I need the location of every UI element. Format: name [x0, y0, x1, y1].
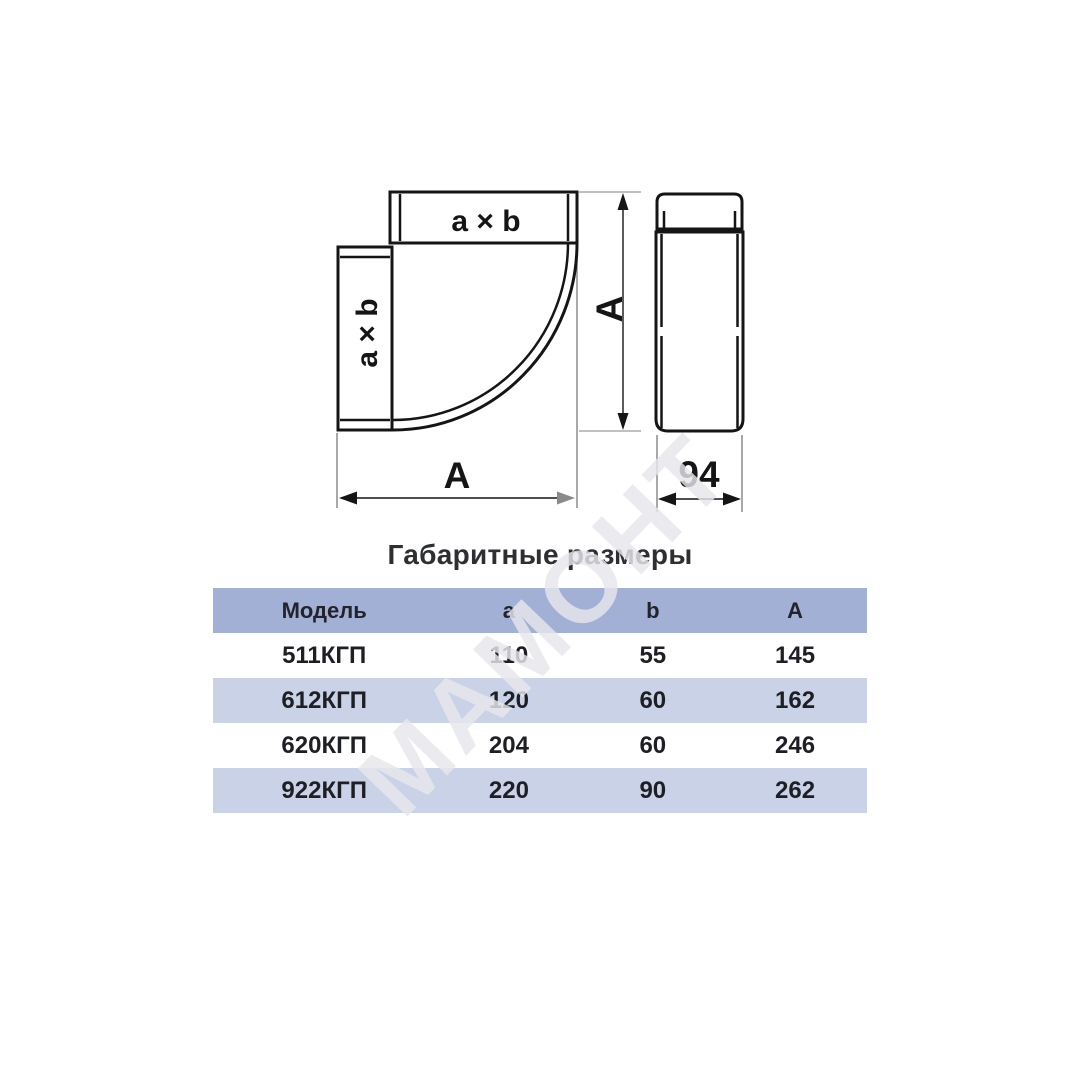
table-cell: 922КГП [281, 777, 367, 804]
horizontal-duct-label: a × b [451, 205, 520, 238]
table-cell: 262 [775, 777, 816, 804]
table-row: 922КГП 220 90 262 [213, 768, 867, 813]
elbow-inner-arc [392, 242, 570, 422]
depth-dimension: 94 [656, 435, 743, 512]
table-cell: 120 [488, 687, 529, 714]
side-body [654, 230, 745, 433]
elbow-outer-arc [392, 242, 579, 432]
arrow-right-icon [557, 491, 575, 505]
table-cell: 220 [488, 777, 529, 804]
front-view: a × b a × b A A [336, 190, 641, 508]
table-cell: 246 [775, 732, 816, 759]
height-dimension: A [589, 193, 630, 430]
table-row: 612КГП 120 60 162 [213, 678, 867, 723]
arrow-left-icon [339, 491, 357, 505]
table-row: 511КГП 110 55 145 [213, 633, 867, 678]
table-cell: 204 [488, 732, 529, 759]
table-row: 620КГП 204 60 246 [213, 723, 867, 768]
width-dim-label: A [444, 455, 471, 496]
table-cell: 511КГП [282, 642, 367, 669]
arrow-left-icon [658, 492, 676, 506]
table-cell: 90 [639, 777, 667, 804]
table-title: Габаритные размеры [387, 539, 693, 570]
side-view: 94 [654, 192, 745, 512]
table-cell: 60 [639, 732, 667, 759]
width-dimension: A [339, 455, 575, 505]
column-header: A [787, 598, 803, 623]
vertical-duct-label: a × b [351, 298, 384, 367]
height-dim-label: A [589, 296, 630, 323]
column-header: a [502, 598, 516, 623]
side-collar [655, 192, 744, 231]
horizontal-duct-socket [388, 190, 579, 245]
table-cell: 145 [775, 642, 816, 669]
table-cell: 55 [639, 642, 667, 669]
column-header: Модель [281, 598, 367, 623]
arrow-down-icon [617, 413, 629, 430]
table-cell: 162 [775, 687, 816, 714]
table-cell: 110 [489, 642, 529, 669]
table-cell: 60 [639, 687, 667, 714]
arrow-up-icon [617, 193, 629, 210]
table-header-row: Модель a b A [213, 588, 867, 633]
table-cell: 620КГП [281, 732, 367, 759]
column-header: b [646, 598, 660, 623]
depth-dim-label: 94 [678, 454, 720, 495]
arrow-right-icon [723, 492, 741, 506]
dimensions-table: Модель a b A 511КГП 110 55 145 612КГП 120 60 162 620… [213, 588, 867, 813]
vertical-duct-socket [336, 245, 394, 432]
table-cell: 612КГП [281, 687, 367, 714]
